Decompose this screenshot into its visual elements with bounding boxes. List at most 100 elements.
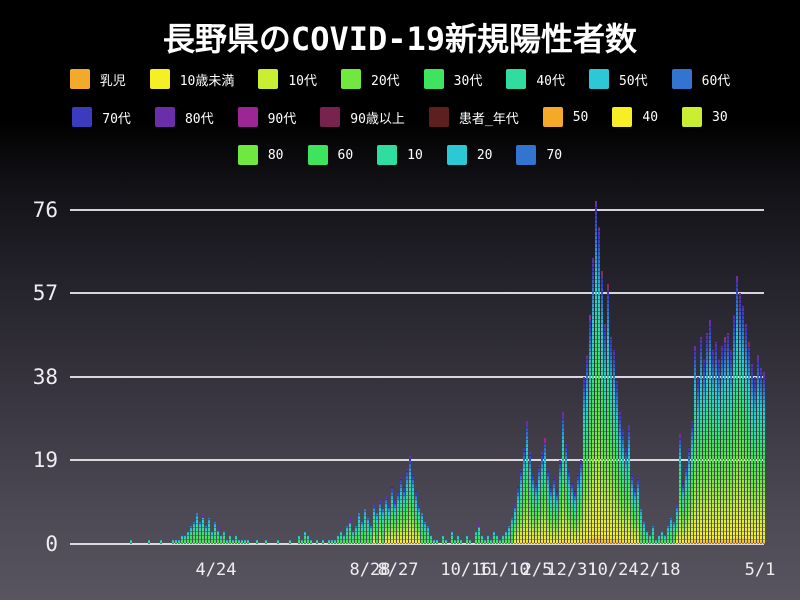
bar	[550, 487, 552, 544]
bar	[691, 421, 693, 544]
legend-swatch-icon	[671, 69, 692, 89]
bar	[367, 518, 369, 544]
bar	[406, 469, 408, 544]
bar	[247, 540, 249, 544]
bar	[334, 540, 336, 544]
bar	[358, 513, 360, 544]
bar	[211, 531, 213, 544]
legend-label: 80代	[184, 111, 214, 127]
bar	[331, 540, 333, 544]
bar	[298, 535, 300, 544]
bar	[535, 482, 537, 544]
bar	[739, 293, 741, 544]
page-title: 長野県のCOVID-19新規陽性者数	[162, 20, 638, 58]
bar	[646, 531, 648, 544]
bar	[748, 342, 750, 544]
bar	[661, 531, 663, 544]
legend-swatch-icon	[69, 69, 90, 89]
x-tick-label: 10/16	[440, 560, 492, 580]
bar-tip	[679, 434, 681, 439]
bar	[619, 412, 621, 544]
bar	[736, 276, 738, 544]
bar	[196, 513, 198, 544]
bar	[676, 504, 678, 544]
legend-label: 患者_年代	[458, 111, 519, 127]
bar	[574, 491, 576, 544]
bar	[382, 509, 384, 544]
bar	[556, 491, 558, 544]
legend-label: 40代	[536, 73, 565, 89]
bar	[454, 540, 456, 544]
bar	[529, 452, 531, 544]
legend-swatch-icon	[237, 107, 258, 127]
bar	[607, 284, 609, 544]
bar	[610, 337, 612, 544]
legend-label: 乳児	[99, 73, 126, 89]
bar	[130, 540, 132, 544]
bar	[679, 434, 681, 544]
legend-item: 50代	[588, 69, 648, 89]
bar	[301, 540, 303, 544]
bar	[625, 447, 627, 544]
y-tick-label: 19	[32, 448, 58, 473]
bar	[457, 535, 459, 544]
bar	[226, 540, 228, 544]
bar	[649, 535, 651, 544]
bar	[583, 377, 585, 544]
legend-item: 70代	[72, 107, 131, 127]
legend-label: 20	[476, 147, 493, 163]
bar	[427, 526, 429, 544]
bar	[547, 469, 549, 544]
bar-tip	[595, 201, 597, 206]
bar-tip	[736, 276, 738, 281]
bar	[718, 359, 720, 544]
bar	[391, 487, 393, 544]
legend-label: 70代	[102, 111, 131, 127]
bar	[214, 522, 216, 544]
bar-tip	[757, 355, 759, 360]
legend-swatch-icon	[237, 145, 258, 165]
legend-label: 60	[337, 147, 354, 163]
bar	[577, 474, 579, 544]
y-tick-label: 76	[32, 197, 58, 222]
legend-label: 10代	[288, 73, 318, 89]
gridline	[70, 459, 764, 462]
y-tick-label: 57	[32, 281, 58, 306]
bar	[433, 540, 435, 544]
x-tick-label: 2/5	[521, 560, 553, 580]
x-tick-label: 2/18	[639, 560, 681, 580]
legend-item: 50	[542, 107, 588, 127]
bar	[376, 513, 378, 544]
bar	[514, 504, 516, 544]
bar	[322, 540, 324, 544]
bar	[616, 381, 618, 544]
bar	[235, 535, 237, 544]
bar	[442, 535, 444, 544]
bar	[601, 271, 603, 544]
bar	[487, 535, 489, 544]
bar	[493, 531, 495, 544]
bar	[229, 535, 231, 544]
bar	[757, 355, 759, 544]
bar	[658, 535, 660, 544]
bar	[667, 526, 669, 544]
bar	[187, 531, 189, 544]
bar	[208, 518, 210, 544]
bar	[460, 540, 462, 544]
bar	[586, 355, 588, 544]
legend-swatch-icon	[307, 145, 328, 165]
legend-item: 乳児	[69, 69, 126, 89]
legend-label: 20代	[371, 73, 400, 89]
bar	[754, 377, 756, 544]
bar	[562, 412, 564, 544]
bar	[265, 540, 267, 544]
bar-tip	[601, 271, 603, 276]
x-tick-label: 8/27	[377, 560, 419, 580]
bar	[745, 324, 747, 544]
bar	[343, 535, 345, 544]
bar	[508, 526, 510, 544]
bar-tip	[478, 522, 480, 527]
legend-item: 10	[377, 145, 423, 165]
bar	[682, 482, 684, 544]
